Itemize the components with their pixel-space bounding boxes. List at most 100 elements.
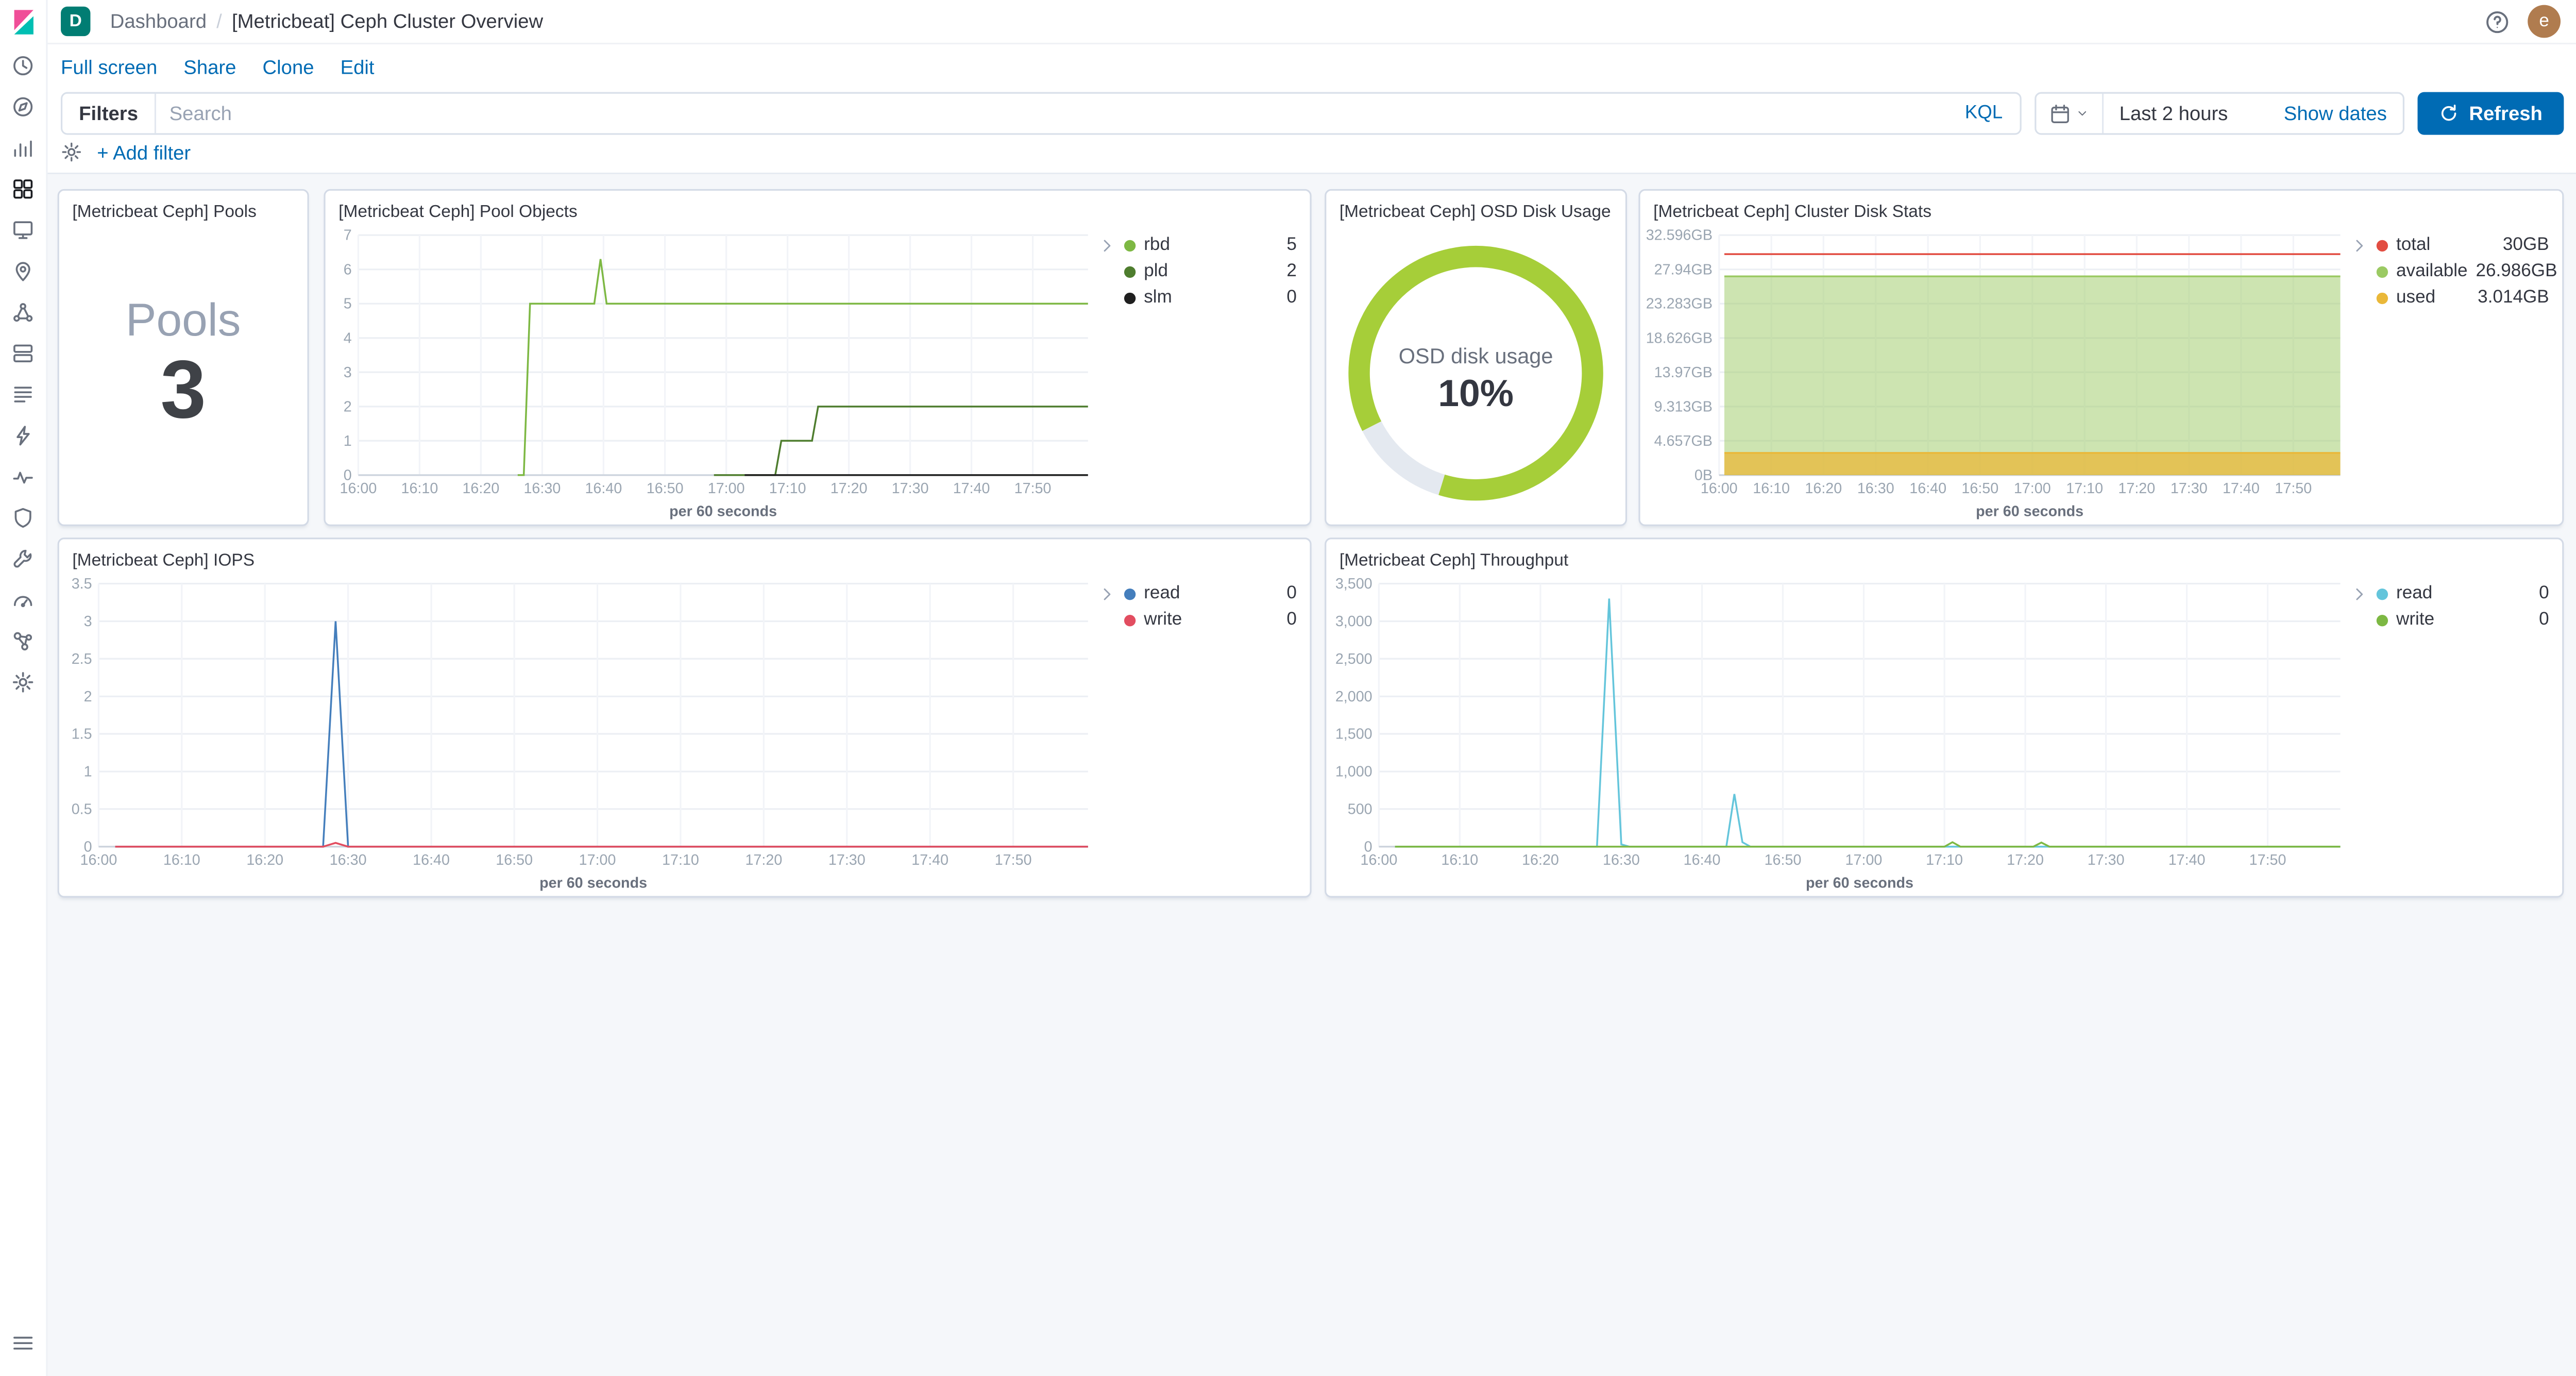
svg-text:1: 1 xyxy=(84,764,92,780)
legend-item-total[interactable]: total 30GB xyxy=(2373,232,2552,258)
panel-title[interactable]: [Metricbeat Ceph] OSD Disk Usage xyxy=(1339,202,1611,222)
kql-language-button[interactable]: KQL xyxy=(1948,104,2019,123)
svg-text:16:10: 16:10 xyxy=(401,480,438,497)
clone-button[interactable]: Clone xyxy=(262,55,314,78)
legend-collapse-icon[interactable] xyxy=(2350,237,2370,256)
legend-item-write[interactable]: write 0 xyxy=(1121,607,1300,633)
sidebar-item-uptime[interactable] xyxy=(11,465,35,489)
query-bar: Filters KQL Last 2 hours Show dates xyxy=(47,89,2576,138)
legend-rows: total 30GB available 26.986GB used 3.014GB xyxy=(2373,232,2557,311)
show-dates-button[interactable]: Show dates xyxy=(2283,102,2387,125)
kibana-logo[interactable] xyxy=(9,8,37,36)
panel-title[interactable]: [Metricbeat Ceph] Pool Objects xyxy=(338,202,578,222)
svg-text:2,500: 2,500 xyxy=(1335,651,1372,667)
sidebar-item-machine-learning[interactable] xyxy=(11,301,35,324)
sidebar-item-canvas[interactable] xyxy=(11,219,35,242)
date-picker-button[interactable] xyxy=(2036,93,2103,133)
sidebar-item-dev-tools[interactable] xyxy=(11,547,35,570)
sidebar-item-maps[interactable] xyxy=(11,260,35,283)
sidebar-item-visualize[interactable] xyxy=(11,137,35,160)
time-range-label[interactable]: Last 2 hours xyxy=(2119,102,2228,125)
help-icon[interactable] xyxy=(2485,9,2510,34)
space-badge[interactable]: D xyxy=(61,6,91,37)
sidebar-item-siem[interactable] xyxy=(11,507,35,530)
chart-svg: 0 1 2 3 4 5 6 7 16:00 16:10 16:20 16:30 16:40 16:50 17… xyxy=(340,227,1088,520)
share-button[interactable]: Share xyxy=(183,55,236,78)
svg-text:17:30: 17:30 xyxy=(828,852,866,868)
cluster-disk-stats-chart[interactable]: 0B 4.657GB 9.313GB 13.97GB 18.626GB 23.283GB 2… xyxy=(1643,225,2350,521)
chart-svg: 0 500 1,000 1,500 2,000 2,500 3,000 3,500 16:00 1… xyxy=(1335,576,2341,892)
edit-button[interactable]: Edit xyxy=(340,55,375,78)
legend-item-used[interactable]: used 3.014GB xyxy=(2373,284,2552,311)
sidebar-item-apm[interactable] xyxy=(11,424,35,447)
legend-collapse-icon[interactable] xyxy=(1098,237,1117,256)
discover-icon xyxy=(13,97,33,116)
refresh-button[interactable]: Refresh xyxy=(2418,92,2564,135)
sidebar-item-discover[interactable] xyxy=(11,95,35,119)
svg-text:17:00: 17:00 xyxy=(708,480,745,497)
sidebar-item-dashboard[interactable] xyxy=(11,178,35,201)
legend-item-slm[interactable]: slm 0 xyxy=(1121,284,1300,311)
svg-text:18.626GB: 18.626GB xyxy=(1646,330,1713,346)
legend-item-available[interactable]: available 26.986GB xyxy=(2373,258,2557,284)
filters-toggle-button[interactable]: Filters xyxy=(62,93,157,133)
series-label: read xyxy=(1144,583,1180,603)
kibana-logo-icon xyxy=(13,10,33,35)
sidebar-item-graph[interactable] xyxy=(11,630,35,653)
panel-title[interactable]: [Metricbeat Ceph] Throughput xyxy=(1339,550,1569,570)
pool-objects-chart[interactable]: 0 1 2 3 4 5 6 7 16:00 16:10 16:20 16:30 16:40 16:50 17… xyxy=(329,225,1098,521)
legend-item-read[interactable]: read 0 xyxy=(1121,580,1300,607)
svg-text:10%: 10% xyxy=(1438,372,1514,414)
metric-value: 3 xyxy=(160,344,207,436)
svg-text:per 60 seconds: per 60 seconds xyxy=(669,504,777,520)
svg-text:17:10: 17:10 xyxy=(769,480,806,497)
avatar[interactable]: e xyxy=(2528,5,2561,38)
sidebar-item-logs[interactable] xyxy=(11,383,35,406)
svg-text:0: 0 xyxy=(344,467,352,483)
series-value: 0 xyxy=(1286,288,1297,308)
date-picker: Last 2 hours Show dates xyxy=(2033,92,2405,135)
svg-text:16:40: 16:40 xyxy=(585,480,622,497)
svg-text:16:20: 16:20 xyxy=(246,852,283,868)
throughput-chart[interactable]: 0 500 1,000 1,500 2,000 2,500 3,000 3,500 16:00 1… xyxy=(1330,574,2350,893)
calendar-icon xyxy=(2050,104,2069,123)
svg-text:16:10: 16:10 xyxy=(163,852,200,868)
legend-collapse-icon[interactable] xyxy=(1098,585,1117,605)
gauge-svg: OSD disk usage 10% xyxy=(1348,245,1603,501)
legend-item-write[interactable]: write 0 xyxy=(2373,607,2552,633)
panel-title[interactable]: [Metricbeat Ceph] IOPS xyxy=(72,550,255,570)
filter-options-icon[interactable] xyxy=(61,141,82,162)
search-input[interactable] xyxy=(156,102,1948,125)
svg-text:16:30: 16:30 xyxy=(1857,480,1894,497)
series-label: pld xyxy=(1144,261,1168,281)
full-screen-button[interactable]: Full screen xyxy=(61,55,158,78)
series-value: 2 xyxy=(1286,261,1297,281)
sidebar-item-infrastructure[interactable] xyxy=(11,342,35,365)
panel-title[interactable]: [Metricbeat Ceph] Cluster Disk Stats xyxy=(1653,202,1931,222)
legend-item-pld[interactable]: pld 2 xyxy=(1121,258,1300,284)
chart-legend: read 0 write 0 xyxy=(2350,574,2556,893)
svg-text:2: 2 xyxy=(84,689,92,705)
svg-text:16:10: 16:10 xyxy=(1753,480,1790,497)
series-color-dot xyxy=(1124,239,1136,251)
legend-collapse-icon[interactable] xyxy=(2350,585,2370,605)
legend-item-read[interactable]: read 0 xyxy=(2373,580,2552,607)
breadcrumb-dashboard[interactable]: Dashboard xyxy=(110,10,207,33)
add-filter-button[interactable]: + Add filter xyxy=(97,140,191,164)
apm-icon xyxy=(16,426,30,446)
logs-icon xyxy=(14,387,32,402)
svg-text:16:00: 16:00 xyxy=(1701,480,1738,497)
series-color-dot xyxy=(1124,292,1136,304)
chart-wrap: 0B 4.657GB 9.313GB 13.97GB 18.626GB 23.283GB 2… xyxy=(1640,222,2563,525)
svg-text:3: 3 xyxy=(344,364,352,381)
gauge-body: OSD disk usage 10% xyxy=(1326,222,1625,525)
sidebar-item-recently-viewed[interactable] xyxy=(11,54,35,77)
svg-text:17:40: 17:40 xyxy=(953,480,990,497)
chart-wrap: 0 500 1,000 1,500 2,000 2,500 3,000 3,500 16:00 1… xyxy=(1326,570,2562,896)
iops-chart[interactable]: 0 0.5 1 1.5 2 2.5 3 3.5 16:00 16:10 16:20 16:30 16:4… xyxy=(62,574,1098,893)
collapse-nav-icon[interactable] xyxy=(11,1332,35,1355)
sidebar-item-stack-monitoring[interactable] xyxy=(11,589,35,612)
legend-item-rbd[interactable]: rbd 5 xyxy=(1121,232,1300,258)
series-color-dot xyxy=(2376,239,2388,251)
sidebar-item-management[interactable] xyxy=(11,671,35,694)
